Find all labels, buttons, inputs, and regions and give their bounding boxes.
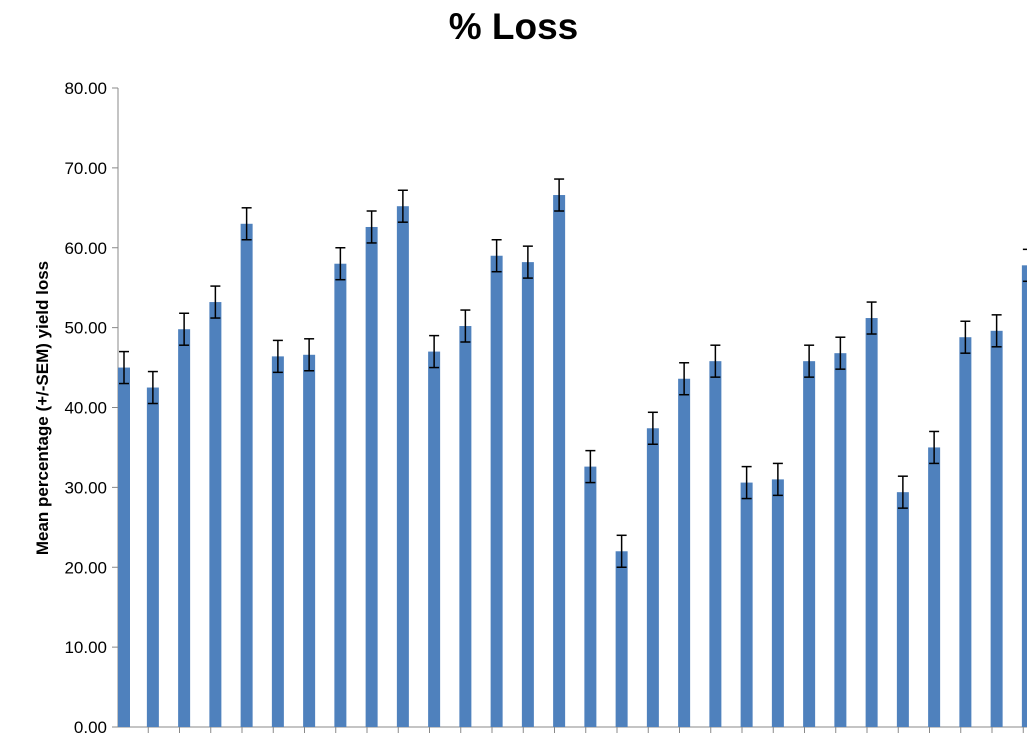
bar (678, 378, 691, 727)
bar (928, 447, 941, 727)
y-tick-label: 70.00 (64, 159, 107, 178)
bar (459, 326, 472, 727)
bar (428, 351, 441, 727)
bar (584, 466, 597, 727)
bar (959, 337, 972, 727)
bar (803, 361, 816, 727)
bar (396, 206, 409, 728)
bar (553, 195, 566, 728)
bar (896, 492, 909, 727)
bar (615, 551, 628, 727)
error-bars (119, 178, 1027, 568)
bars (118, 195, 1027, 728)
y-tick-label: 80.00 (64, 79, 107, 98)
bar (834, 353, 847, 727)
y-tick-label: 60.00 (64, 239, 107, 258)
bar (709, 361, 722, 727)
y-tick-labels: 0.00 10.00 20.00 30.00 40.00 50.00 60.00 70.00 8… (64, 79, 107, 737)
y-axis-label: Mean percentage (+/-SEM) yield loss (33, 261, 52, 555)
bar (740, 482, 753, 727)
bar (303, 354, 316, 727)
bar (646, 428, 659, 727)
bar (271, 356, 284, 727)
y-tick-label: 10.00 (64, 638, 107, 657)
bar (865, 318, 878, 727)
bar (240, 223, 253, 727)
bar (365, 226, 378, 728)
bar (146, 387, 159, 727)
y-tick-label: 0.00 (74, 718, 107, 737)
bar (118, 367, 130, 727)
bar (178, 329, 191, 727)
bar (1021, 265, 1027, 727)
bar (334, 263, 347, 727)
chart-title: % Loss (448, 6, 579, 47)
y-tick-label: 40.00 (64, 399, 107, 418)
bar (521, 262, 534, 727)
y-tick-label: 50.00 (64, 319, 107, 338)
bar (209, 302, 222, 727)
y-tick-label: 20.00 (64, 558, 107, 577)
bar (490, 255, 503, 728)
y-tick-label: 30.00 (64, 478, 107, 497)
bar (990, 330, 1003, 727)
bar (771, 479, 784, 727)
